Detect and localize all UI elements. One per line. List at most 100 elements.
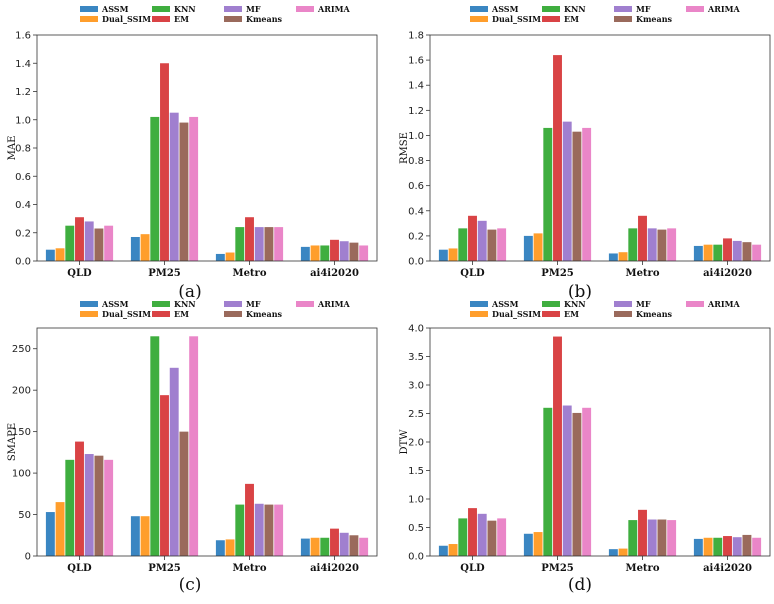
legend-label-em: EM bbox=[174, 309, 189, 319]
bar-assm-pm25 bbox=[523, 533, 533, 556]
legend-swatch-assm bbox=[80, 301, 98, 307]
bar-dual-ssim-pm25 bbox=[140, 516, 150, 556]
y-tick-label: 200 bbox=[12, 386, 31, 397]
y-tick-label: 1.4 bbox=[408, 81, 424, 92]
bar-arima-ai4i2020 bbox=[359, 245, 369, 261]
bar-em-pm25 bbox=[553, 336, 562, 556]
x-category-label: PM25 bbox=[541, 563, 574, 574]
bar-em-pm25 bbox=[160, 395, 169, 556]
legend-swatch-kmeans bbox=[614, 16, 632, 22]
bar-arima-metro bbox=[667, 520, 677, 556]
bar-knn-qld bbox=[65, 225, 75, 261]
bar-mf-metro bbox=[647, 228, 657, 261]
bar-knn-qld bbox=[458, 518, 468, 556]
bar-knn-pm25 bbox=[150, 336, 160, 556]
bar-em-metro bbox=[638, 509, 647, 556]
legend-label-assm: ASSM bbox=[491, 299, 519, 309]
y-tick-label: 150 bbox=[12, 427, 31, 438]
legend-swatch-kmeans bbox=[224, 16, 242, 22]
x-category-label: QLD bbox=[67, 268, 92, 279]
bar-knn-ai4i2020 bbox=[713, 244, 723, 261]
x-category-label: Metro bbox=[626, 563, 660, 574]
bar-knn-metro bbox=[628, 228, 638, 261]
bar-arima-ai4i2020 bbox=[359, 537, 369, 556]
y-tick-label: 0.2 bbox=[15, 228, 31, 239]
legend-swatch-dual-ssim bbox=[470, 16, 488, 22]
bar-knn-pm25 bbox=[543, 407, 553, 556]
y-tick-label: 2.0 bbox=[408, 438, 424, 449]
legend-label-kmeans: Kmeans bbox=[636, 14, 673, 24]
legend-swatch-mf bbox=[614, 301, 632, 307]
bar-kmeans-qld bbox=[94, 228, 104, 261]
bar-dual-ssim-qld bbox=[55, 248, 65, 261]
legend-label-em: EM bbox=[174, 14, 189, 24]
bar-em-qld bbox=[468, 508, 477, 556]
y-tick-label: 1.2 bbox=[408, 106, 424, 117]
bar-assm-metro bbox=[215, 253, 225, 261]
legend-swatch-assm bbox=[80, 6, 98, 12]
legend-label-arima: ARIMA bbox=[317, 4, 350, 14]
bar-em-ai4i2020 bbox=[330, 239, 339, 261]
bar-dual-ssim-metro bbox=[618, 548, 628, 556]
legend-swatch-dual-ssim bbox=[80, 311, 98, 317]
bar-assm-metro bbox=[608, 253, 618, 261]
y-tick-label: 1.0 bbox=[408, 131, 424, 142]
y-tick-label: 1.0 bbox=[15, 115, 31, 126]
legend-swatch-em bbox=[152, 16, 170, 22]
legend-swatch-assm bbox=[470, 6, 488, 12]
x-category-label: PM25 bbox=[148, 268, 181, 279]
legend-swatch-em bbox=[542, 311, 560, 317]
legend-swatch-mf bbox=[224, 301, 242, 307]
x-category-label: Metro bbox=[233, 563, 267, 574]
legend-label-kmeans: Kmeans bbox=[246, 309, 283, 319]
bar-assm-ai4i2020 bbox=[693, 245, 703, 261]
chart-panel-2: 0.0 0.2 0.4 0.6 0.8 1.0 1.2 1.4 1.6 1.8 QLD PM25 Met… bbox=[399, 4, 771, 302]
legend-label-arima: ARIMA bbox=[707, 299, 740, 309]
bar-mf-pm25 bbox=[562, 405, 572, 556]
bar-assm-metro bbox=[608, 549, 618, 556]
bar-dual-ssim-metro bbox=[618, 252, 628, 261]
y-axis-title: MAE bbox=[7, 136, 18, 161]
legend-label-arima: ARIMA bbox=[707, 4, 740, 14]
bar-arima-metro bbox=[274, 227, 284, 261]
bar-em-qld bbox=[468, 215, 477, 261]
plot-frame bbox=[36, 327, 378, 557]
bar-em-qld bbox=[75, 217, 84, 261]
bar-mf-ai4i2020 bbox=[339, 532, 349, 556]
bar-dual-ssim-metro bbox=[225, 252, 235, 261]
y-tick-label: 1.2 bbox=[15, 87, 31, 98]
bar-arima-metro bbox=[667, 228, 677, 261]
y-tick-label: 0 bbox=[25, 552, 31, 563]
bar-dual-ssim-ai4i2020 bbox=[310, 537, 320, 556]
x-category-label: QLD bbox=[460, 563, 485, 574]
y-axis-title: SMAPE bbox=[7, 423, 18, 461]
bar-dual-ssim-qld bbox=[55, 502, 65, 556]
bar-knn-metro bbox=[235, 504, 245, 556]
x-category-label: ai4i2020 bbox=[703, 563, 752, 574]
y-tick-label: 100 bbox=[12, 469, 31, 480]
y-tick-label: 0.6 bbox=[15, 172, 31, 183]
bar-kmeans-ai4i2020 bbox=[742, 534, 752, 556]
y-tick-label: 4.0 bbox=[408, 324, 424, 335]
legend-label-dual-ssim: Dual_SSIM bbox=[492, 309, 541, 319]
y-tick-label: 0.0 bbox=[15, 257, 31, 268]
y-tick-label: 1.6 bbox=[15, 31, 31, 42]
bar-knn-metro bbox=[628, 520, 638, 556]
bar-kmeans-qld bbox=[487, 520, 497, 556]
y-axis-title: RMSE bbox=[399, 132, 410, 164]
bar-arima-pm25 bbox=[189, 336, 199, 556]
bar-em-ai4i2020 bbox=[330, 528, 339, 556]
legend-label-dual-ssim: Dual_SSIM bbox=[102, 309, 151, 319]
bar-dual-ssim-metro bbox=[225, 539, 235, 556]
bar-em-pm25 bbox=[160, 63, 169, 261]
bar-assm-ai4i2020 bbox=[300, 246, 310, 261]
bar-arima-qld bbox=[497, 518, 507, 556]
y-tick-label: 2.5 bbox=[408, 409, 424, 420]
bar-kmeans-metro bbox=[264, 227, 274, 261]
bar-kmeans-metro bbox=[657, 519, 667, 556]
bar-arima-pm25 bbox=[582, 407, 592, 556]
bar-assm-qld bbox=[45, 249, 55, 261]
legend-label-assm: ASSM bbox=[101, 4, 129, 14]
